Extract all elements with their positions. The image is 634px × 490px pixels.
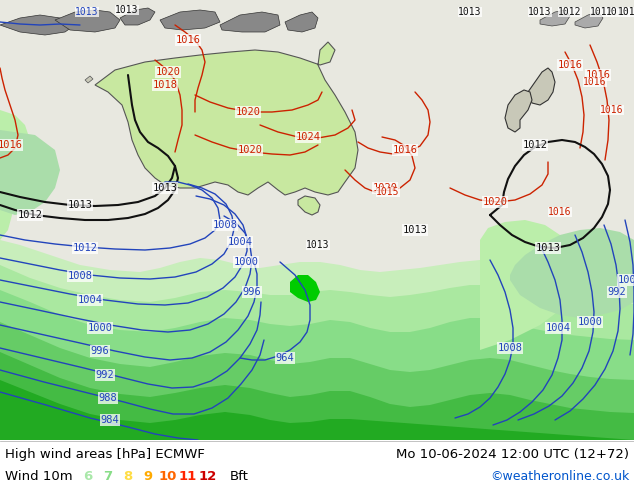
Polygon shape [510, 228, 634, 318]
Text: 6: 6 [84, 469, 93, 483]
Text: 992: 992 [607, 287, 626, 297]
Text: 996: 996 [243, 287, 261, 297]
Text: 7: 7 [103, 469, 113, 483]
Polygon shape [0, 265, 634, 440]
Text: 8: 8 [124, 469, 133, 483]
Text: 1013: 1013 [67, 200, 93, 210]
Text: Bft: Bft [230, 469, 249, 483]
Text: 1004: 1004 [545, 323, 571, 333]
Polygon shape [0, 130, 60, 215]
Text: 1000: 1000 [233, 257, 259, 267]
Text: 1004: 1004 [228, 237, 252, 247]
Text: 988: 988 [99, 393, 117, 403]
Text: Mo 10-06-2024 12:00 UTC (12+72): Mo 10-06-2024 12:00 UTC (12+72) [396, 447, 629, 461]
Polygon shape [298, 196, 320, 215]
Text: 1012: 1012 [590, 7, 614, 17]
Text: 1004: 1004 [77, 295, 103, 305]
Polygon shape [220, 12, 280, 32]
Polygon shape [120, 8, 155, 25]
Text: 1013: 1013 [75, 7, 99, 17]
Polygon shape [0, 110, 30, 240]
Polygon shape [480, 220, 575, 440]
Text: 1016: 1016 [392, 145, 418, 155]
Text: 1012: 1012 [18, 210, 42, 220]
Text: 1016: 1016 [548, 207, 572, 217]
Text: 1016: 1016 [176, 35, 200, 45]
Text: 1013: 1013 [153, 183, 178, 193]
Polygon shape [0, 240, 634, 440]
Text: 984: 984 [101, 415, 119, 425]
Text: ©weatheronline.co.uk: ©weatheronline.co.uk [489, 469, 629, 483]
Polygon shape [505, 90, 532, 132]
Text: Wind 10m: Wind 10m [5, 469, 73, 483]
Text: 1008: 1008 [67, 271, 93, 281]
Polygon shape [0, 352, 634, 440]
Text: 1020: 1020 [373, 183, 398, 193]
Polygon shape [160, 10, 220, 30]
Polygon shape [0, 322, 634, 440]
Polygon shape [95, 42, 358, 195]
Text: 1013: 1013 [403, 225, 427, 235]
Text: 1016: 1016 [586, 70, 611, 80]
Polygon shape [0, 290, 634, 440]
Polygon shape [540, 10, 570, 26]
Text: 1016: 1016 [0, 140, 22, 150]
Text: 1016: 1016 [600, 105, 624, 115]
Text: 1008: 1008 [212, 220, 238, 230]
Text: 1012: 1012 [522, 140, 548, 150]
Text: 964: 964 [276, 353, 294, 363]
Text: 10: 10 [158, 469, 177, 483]
Polygon shape [0, 15, 75, 35]
Text: High wind areas [hPa] ECMWF: High wind areas [hPa] ECMWF [5, 447, 205, 461]
Text: 992: 992 [96, 370, 114, 380]
Polygon shape [290, 275, 320, 302]
Text: 11: 11 [179, 469, 197, 483]
Text: 1013: 1013 [458, 7, 482, 17]
Text: 1012: 1012 [559, 7, 582, 17]
Text: 1000: 1000 [87, 323, 112, 333]
Polygon shape [0, 380, 634, 440]
Text: 1013: 1013 [528, 7, 552, 17]
Polygon shape [285, 12, 318, 32]
Text: 1020: 1020 [155, 67, 181, 77]
Text: 1013: 1013 [536, 243, 560, 253]
Polygon shape [528, 68, 555, 105]
Text: 1013: 1013 [115, 5, 139, 15]
Text: 1024: 1024 [295, 132, 321, 142]
Text: 1020: 1020 [235, 107, 261, 117]
Text: 12: 12 [199, 469, 217, 483]
Text: 1015: 1015 [376, 187, 400, 197]
Text: 1000: 1000 [578, 317, 602, 327]
Text: 1013: 1013 [606, 7, 630, 17]
Text: 1016: 1016 [583, 77, 607, 87]
Text: 1012: 1012 [72, 243, 98, 253]
Text: 996: 996 [91, 346, 110, 356]
Text: 1000: 1000 [618, 275, 634, 285]
Polygon shape [575, 12, 603, 28]
Text: 1020: 1020 [482, 197, 507, 207]
Text: 9: 9 [143, 469, 153, 483]
Text: 1016: 1016 [557, 60, 583, 70]
Text: 1018: 1018 [153, 80, 178, 90]
Text: 1013: 1013 [618, 7, 634, 17]
Polygon shape [55, 10, 120, 32]
Polygon shape [85, 76, 93, 83]
Text: 1008: 1008 [498, 343, 522, 353]
Text: 1020: 1020 [238, 145, 262, 155]
Text: 1013: 1013 [306, 240, 330, 250]
